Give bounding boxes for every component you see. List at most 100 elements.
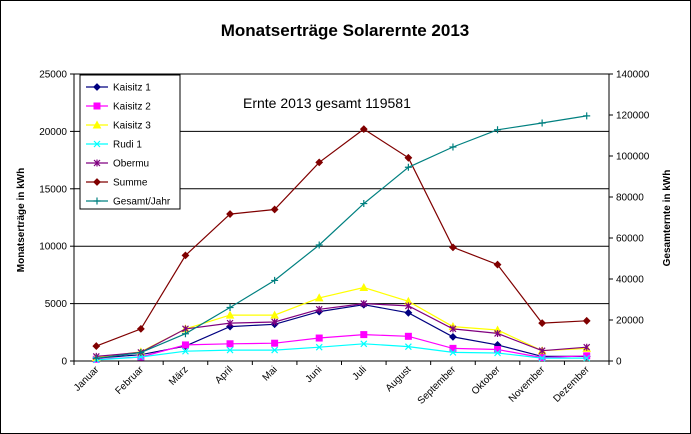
data-point [271,339,279,347]
x-tick-label: August [384,364,414,394]
data-point [538,354,546,362]
x-tick-label: April [213,364,235,386]
total-annotation: Ernte 2013 gesamt 119581 [243,95,411,111]
data-point [136,324,145,333]
series-rudi-1 [92,340,591,364]
data-point [404,302,412,310]
data-point [359,125,368,134]
x-tick-label: Mai [261,364,280,383]
data-point [92,342,101,350]
data-point [181,330,189,338]
chart-title: Monatserträge Solarernte 2013 [221,21,470,40]
x-tick-label: März [167,364,191,388]
series-line [96,302,587,357]
x-tick-label: Dezember [551,364,592,405]
right-tick-label: 100000 [616,152,650,163]
legend-swatch-marker [93,140,101,148]
data-point [271,276,279,284]
series-layer [91,112,592,364]
x-tick-label: Juli [351,364,369,382]
data-point [181,251,190,260]
data-point [449,344,457,352]
x-axis-ticks: Januar Februar März April Mai Juni Juli August S… [72,361,610,407]
x-tick-label: September [416,364,459,407]
legend-item-kaisitz-2: Kaisitz 2 [86,102,151,113]
left-axis-label: Monatserträge in kWh [16,168,27,272]
right-axis-label: Gesamternte in kWh [662,170,673,267]
data-point [449,243,457,252]
data-point [315,343,323,351]
data-point [449,348,457,356]
x-tick-label: Oktober [470,364,503,397]
right-tick-label: 20000 [616,316,644,327]
legend-label: Summe [113,178,148,189]
data-point [92,354,100,362]
left-tick-label: 0 [61,357,67,368]
data-point [449,325,457,333]
right-tick-label: 40000 [616,275,644,286]
legend-box [79,74,181,210]
series-summe [92,125,591,350]
right-tick-label: 140000 [616,70,650,81]
legend-item-kaisitz-1: Kaisitz 1 [86,83,151,94]
data-point [270,205,279,214]
left-tick-label: 20000 [39,127,67,138]
left-tick-label: 25000 [39,70,67,81]
legend-swatch-marker [92,120,102,129]
data-point [494,126,502,134]
legend-label: Kaisitz 3 [113,121,151,132]
right-tick-label: 0 [616,357,622,368]
legend-item-kaisitz-3: Kaisitz 3 [86,120,151,132]
data-point [493,260,502,269]
left-axis-ticks: 0 5000 10000 15000 20000 25000 [39,70,74,368]
x-tick-label: Juni [304,364,325,385]
data-point [315,334,323,342]
legend-item-gesamt-jahr: Gesamt/Jahr [86,197,171,208]
left-tick-label: 5000 [45,299,68,310]
data-point [583,343,591,351]
legend: Kaisitz 1 Kaisitz 2 Kaisitz 3 Rudi 1 Obermu S… [79,74,181,210]
x-tick-label: Januar [72,364,102,394]
data-point [359,282,369,292]
data-point [137,349,145,357]
data-point [449,332,457,341]
legend-item-summe: Summe [86,178,148,189]
data-point [360,200,368,208]
series-line [96,333,587,360]
data-point [226,319,234,327]
legend-swatch-marker [93,197,101,205]
series-line [96,128,587,347]
data-point [226,210,234,218]
x-tick-label: Februar [113,364,146,397]
legend-label: Rudi 1 [113,140,142,151]
left-tick-label: 10000 [39,242,67,253]
data-point [404,163,412,171]
data-point [404,332,412,340]
data-point [404,343,412,351]
data-point [315,158,324,167]
legend-label: Kaisitz 1 [113,83,151,94]
right-axis-ticks: 0 20000 40000 60000 80000 100000 120000 140000 [609,70,650,368]
data-point [583,112,591,120]
data-point [404,153,413,162]
legend-label: Kaisitz 2 [113,102,151,113]
data-point [583,354,591,362]
legend-label: Obermu [113,159,149,170]
data-point [494,349,501,357]
legend-swatch-marker [93,102,101,110]
legend-swatch-marker [93,83,101,91]
data-point [449,143,457,151]
data-point [181,341,189,349]
data-point [271,346,279,354]
data-point [314,293,324,302]
data-point [226,346,234,354]
data-point [360,300,368,308]
right-tick-label: 60000 [616,234,644,245]
legend-item-rudi-1: Rudi 1 [86,140,142,151]
data-point [271,318,279,326]
data-point [315,305,323,313]
series-gesamt-jahr [92,112,591,362]
data-point [404,308,413,317]
data-point [538,319,547,328]
